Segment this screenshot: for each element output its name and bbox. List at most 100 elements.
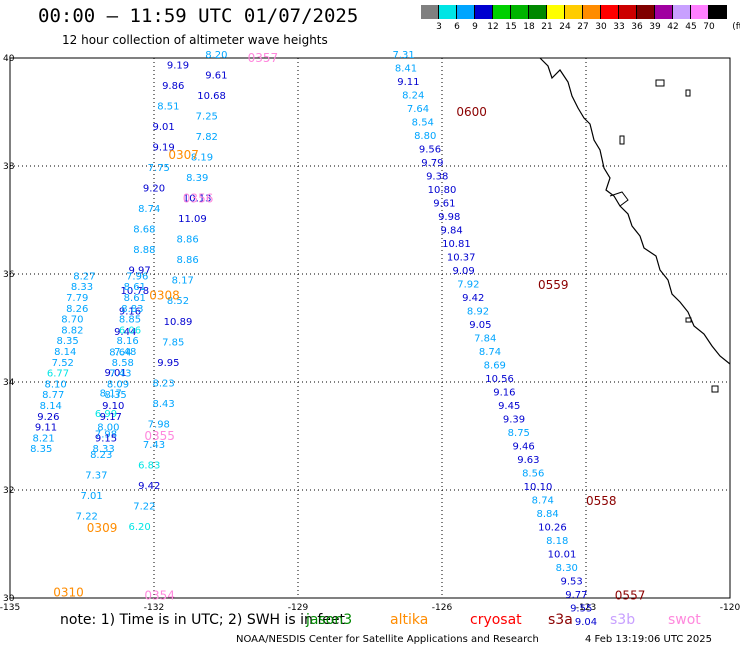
wave-height-value: 9.55: [570, 604, 592, 615]
satellite-legend-item: cryosat: [470, 612, 522, 628]
wave-height-value: 10.80: [428, 185, 457, 196]
wave-height-value: 7.75: [148, 163, 170, 174]
wave-height-value: 7.43: [143, 440, 165, 451]
wave-height-value: 8.35: [104, 390, 126, 401]
scale-unit: (ft): [732, 22, 740, 32]
scale-swatch: [439, 5, 457, 19]
wave-height-value: 8.41: [395, 64, 417, 75]
scale-swatch: [457, 5, 475, 19]
scale-swatch: [475, 5, 493, 19]
wave-height-value: 8.85: [119, 315, 141, 326]
wave-height-value: 8.58: [112, 358, 134, 369]
satellite-legend-item: jason3: [306, 612, 353, 628]
wave-height-value: 8.26: [66, 304, 88, 315]
wave-height-value: 9.26: [37, 412, 59, 423]
pass-time-label: 0354: [144, 588, 175, 602]
wave-height-value: 9.97: [128, 265, 150, 276]
island: [685, 317, 692, 323]
wave-height-value: 7.64: [407, 104, 429, 115]
wave-height-value: 8.43: [152, 399, 174, 410]
scale-label: 42: [667, 22, 679, 32]
wave-height-value: 8.74: [532, 496, 554, 507]
wave-height-value: 8.30: [556, 563, 578, 574]
wave-height-value: 8.64: [109, 348, 131, 359]
wave-height-value: 9.56: [419, 145, 441, 156]
wave-height-value: 10.26: [538, 523, 567, 534]
wave-height-value: 9.39: [503, 415, 525, 426]
wave-height-value: 8.68: [133, 224, 155, 235]
pass-time-label: 0559: [538, 278, 569, 292]
wave-height-value: 9.01: [104, 368, 126, 379]
wave-height-value: 8.35: [30, 444, 52, 455]
wave-height-value: 9.09: [452, 266, 474, 277]
wave-height-value: 9.38: [426, 172, 448, 183]
scale-swatch: [493, 5, 511, 19]
pass-labels: 0357 0307 0356 0308 0355 0309 0310 0354 0600 0559…: [53, 51, 645, 602]
scale-swatch: [511, 5, 529, 19]
wave-height-value: 8.23: [152, 378, 174, 389]
wave-height-value: 8.20: [205, 50, 227, 61]
wave-height-value: 7.98: [95, 430, 117, 441]
page-subtitle: 12 hour collection of altimeter wave hei…: [62, 33, 328, 47]
wave-height-value: 7.48: [114, 347, 136, 358]
wave-height-value: 7.25: [196, 112, 218, 123]
wave-height-value: 8.84: [536, 509, 558, 520]
wave-height-value: 8.61: [124, 282, 146, 293]
wave-height-value: 7.31: [392, 50, 414, 61]
wave-height-value: 8.83: [121, 304, 143, 315]
wave-height-value: 7.82: [196, 132, 218, 143]
wave-height-value: 7.96: [126, 271, 148, 282]
scale-swatch: [637, 5, 655, 19]
scale-label: 27: [577, 22, 589, 32]
wave-height-value: 7.01: [80, 491, 102, 502]
scale-label: 18: [523, 22, 535, 32]
wave-height-value: 8.19: [191, 153, 213, 164]
scale-swatch: [601, 5, 619, 19]
wave-height-value: 8.69: [484, 361, 506, 372]
wave-height-value: 8.74: [138, 204, 160, 215]
scale-label: 70: [703, 22, 715, 32]
lat-tick-label: 36: [3, 270, 15, 280]
wave-height-value: 9.79: [421, 158, 443, 169]
wave-height-value: 8.39: [186, 173, 208, 184]
scale-label: 15: [505, 22, 517, 32]
scale-swatch: [655, 5, 673, 19]
wave-height-value: 9.95: [157, 358, 179, 369]
wave-height-value: 8.14: [40, 401, 62, 412]
wave-height-value: 7.84: [474, 334, 496, 345]
wave-height-value: 9.42: [138, 481, 160, 492]
wave-height-value: 8.74: [479, 347, 501, 358]
wave-height-value: 8.51: [157, 101, 179, 112]
scale-label: 6: [454, 22, 460, 32]
wave-height-value: 8.92: [467, 307, 489, 318]
scale-label: 12: [487, 22, 499, 32]
wave-height-value: 8.09: [107, 379, 129, 390]
lake: [655, 79, 665, 87]
wave-height-value: 8.80: [414, 131, 436, 142]
wave-height-value: 8.21: [32, 433, 54, 444]
credit-line: NOAA/NESDIS Center for Satellite Applica…: [236, 634, 539, 645]
wave-height-value: 9.15: [95, 433, 117, 444]
wave-height-value: 8.82: [61, 325, 83, 336]
wave-height-value: 9.44: [114, 327, 136, 338]
wave-height-value: 8.23: [90, 450, 112, 461]
wave-height-value: 8.17: [172, 276, 194, 287]
pass-time-label: 0357: [248, 51, 279, 65]
map-frame: [9, 57, 731, 599]
pass-time-label: 0307: [168, 148, 199, 162]
lat-tick-label: 32: [3, 486, 14, 496]
axis-ticks: -135 -132 -129 -126 -123 -120 40 38 36 34 32 30: [0, 54, 740, 613]
wave-height-value: 10.37: [447, 253, 476, 264]
wave-height-value: 6.77: [47, 369, 69, 380]
wave-height-value: 9.45: [498, 401, 520, 412]
wave-height-value: 8.61: [124, 293, 146, 304]
wave-height-value: 9.42: [462, 293, 484, 304]
lat-tick-label: 34: [3, 378, 15, 388]
wave-height-value: 9.11: [397, 77, 419, 88]
lon-tick-label: -135: [0, 603, 20, 613]
scale-swatch: [709, 5, 727, 19]
wave-height-value: 8.54: [412, 118, 434, 129]
wave-height-value: 8.86: [176, 255, 198, 266]
scale-label: 24: [559, 22, 571, 32]
